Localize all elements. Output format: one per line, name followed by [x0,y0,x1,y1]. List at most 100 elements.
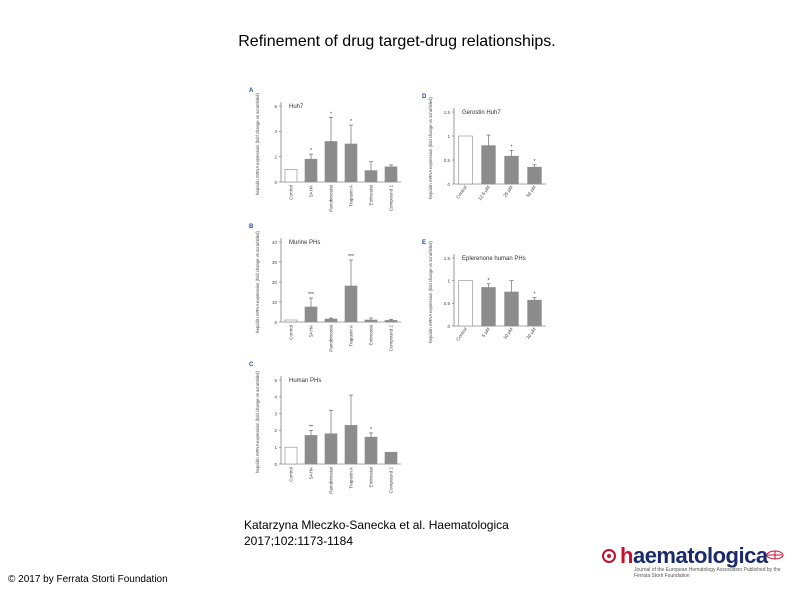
bar-b-2 [324,318,338,323]
significance-label: *** [308,292,314,298]
significance-label: * [370,427,372,433]
citation: Katarzyna Mleczko-Sanecka et al. Haemato… [244,517,509,549]
bar-c-3 [344,425,358,465]
significance-label: * [310,148,312,154]
y-tick-label: 20 [272,280,278,285]
bar-b-0 [284,319,298,323]
x-category-label: Control [455,185,468,200]
bar-d-3 [527,166,542,185]
panel-letter: C [249,362,254,368]
x-category-label: 12.5 µM [477,185,491,202]
y-tick-label: 6 [274,104,277,109]
x-category-label: 50 µM [525,185,537,199]
x-category-label: SAHA [309,324,314,337]
y-tick-label: 0 [274,180,277,185]
significance-label: * [534,159,536,165]
logo-wordmark: haematologica [620,543,768,568]
y-tick-label: 5 [274,378,277,383]
y-axis-label: hepcidin mRNA expression (fold change vs… [255,371,260,473]
figure: A Huh7 hepcidin mRNA expression (fold chan… [236,80,556,500]
ferrata-storti-icon [766,550,784,560]
y-tick-label: 1 [274,445,277,450]
slide-title: Refinement of drug target-drug relations… [238,33,556,50]
bar-c-4 [364,436,378,465]
bar-c-1 [304,435,318,465]
bar-d-1 [481,145,496,185]
bar-b-3 [344,285,358,323]
panel-a: A Huh7 hepcidin mRNA expression (fold chan… [249,88,401,212]
x-category-label: 5 µM [481,327,491,338]
y-tick-label: 30 [272,260,278,265]
bar-b-5 [384,320,398,323]
x-category-label: Entinostat [369,466,374,487]
significance-label: ** [309,424,313,430]
y-tick-label: 0 [447,324,450,329]
y-axis-label: hepcidin mRNA expression (fold change vs… [428,241,433,343]
x-category-label: Compound 2 [389,325,394,352]
citation-line-2: 2017;102:1173-1184 [244,534,353,548]
bar-d-0 [458,135,473,185]
y-tick-label: 0 [274,320,277,325]
copyright-text: © 2017 by Ferrata Storti Foundation [8,574,168,585]
y-tick-label: 0 [447,182,450,187]
panel-b: B Murine PHs hepcidin mRNA expression (fol… [249,224,401,352]
significance-label: * [534,291,536,297]
bar-e-0 [458,280,473,327]
x-category-label: Trapoxin A [349,466,354,489]
x-category-label: 25 µM [502,185,514,199]
bar-e-1 [481,287,496,327]
bar-c-5 [384,451,398,465]
logo-subtitle: Journal of the European Hematology Assoc… [634,567,781,579]
x-category-label: Entinostat [369,324,374,345]
x-category-label: Compound 2 [389,185,394,212]
panel-title: Human PHs [289,378,321,384]
bar-a-0 [284,169,298,183]
panel-title: Murine PHs [289,240,320,246]
bar-c-0 [284,446,298,465]
x-category-label: SAHA [309,184,314,197]
significance-label: *** [348,254,354,260]
journal-logo: haematologica Journal of the European He… [600,543,790,580]
logo-mark-icon [602,549,616,563]
x-category-label: Panobinostat [329,324,334,352]
bar-e-2 [504,291,519,327]
x-category-label: Compound 2 [389,467,394,494]
panel-letter: E [422,240,426,246]
panel-letter: B [249,224,254,230]
panel-e: E Eplerenone human PHs hepcidin mRNA expre… [422,240,546,343]
figure-svg: A Huh7 hepcidin mRNA expression (fold chan… [249,88,546,494]
x-category-label: 20 µM [525,327,537,341]
significance-label: * [511,144,513,150]
x-category-label: Trapoxin A [349,324,354,347]
y-axis-label: hepcidin mRNA expression (fold change vs… [255,231,260,333]
panel-title: Huh7 [289,104,304,110]
y-tick-label: 0 [274,462,277,467]
y-tick-label: 3 [274,411,277,416]
panel-letter: D [422,94,427,100]
significance-label: * [350,119,352,125]
bar-e-3 [527,299,542,327]
x-category-label: Control [289,185,294,200]
bar-c-2 [324,433,338,465]
y-axis-label: hepcidin mRNA expression (fold change vs… [428,97,433,199]
y-tick-label: 4 [274,395,277,400]
panel-d: D Gerostin Huh7 hepcidin mRNA expression (… [422,94,546,201]
y-tick-label: 4 [274,129,277,134]
y-tick-label: 2 [274,154,277,159]
y-tick-label: 0.5 [444,158,451,163]
y-tick-label: 40 [272,240,278,245]
significance-label: * [488,278,490,284]
x-category-label: Panobinostat [329,466,334,494]
x-category-label: SAHA [309,466,314,479]
y-tick-label: 1 [447,134,450,139]
x-category-label: Trapoxin A [349,184,354,207]
panel-title: Gerostin Huh7 [462,110,501,116]
y-tick-label: 1.5 [444,110,451,115]
significance-label: * [330,111,332,117]
y-tick-label: 2 [274,428,277,433]
panel-title: Eplerenone human PHs [462,256,526,262]
x-category-label: Panobinostat [329,184,334,212]
bar-a-5 [384,166,398,183]
panel-letter: A [249,88,254,94]
x-category-label: Control [289,325,294,340]
